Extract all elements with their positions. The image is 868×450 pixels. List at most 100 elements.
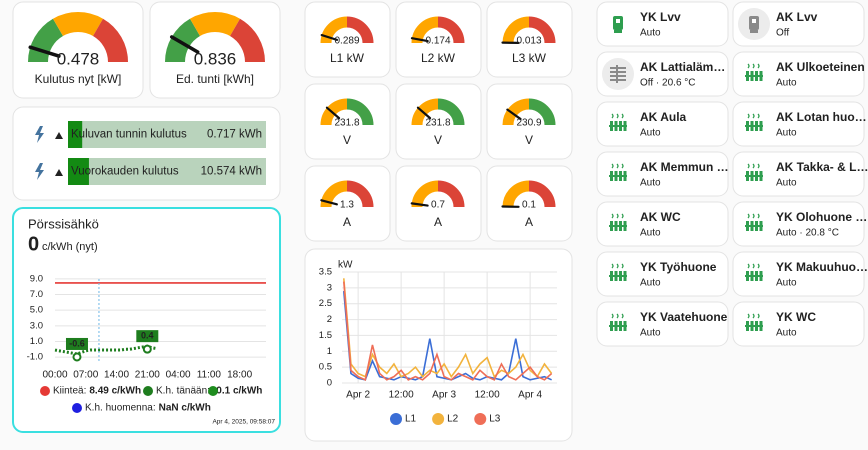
gauge-label: L3 kW bbox=[512, 51, 547, 65]
tile-name[interactable]: AK Lvv bbox=[776, 10, 818, 24]
tile-icon bbox=[757, 263, 760, 269]
gauge-segment bbox=[190, 12, 240, 37]
annotation-label: -0.6 bbox=[69, 338, 85, 348]
card-title: Pörssisähkö bbox=[28, 216, 99, 231]
gauge-label: L2 kW bbox=[421, 51, 456, 65]
gauge-segment bbox=[320, 98, 348, 126]
tile-name[interactable]: YK Vaatehuone bbox=[640, 310, 728, 324]
gauge-segment bbox=[92, 18, 128, 63]
tile-name[interactable]: YK Työhuone bbox=[640, 260, 717, 274]
gauge-segment bbox=[437, 16, 465, 44]
card[interactable] bbox=[596, 1, 729, 47]
tile-icon bbox=[747, 113, 750, 119]
tile-state[interactable]: Auto bbox=[776, 328, 797, 339]
tile-state[interactable]: Auto bbox=[640, 178, 661, 189]
y-tick-label: -1.0 bbox=[27, 352, 43, 363]
tile-state[interactable]: Auto · 20.8 °C bbox=[776, 228, 839, 239]
card[interactable] bbox=[596, 251, 729, 297]
tile-icon bbox=[616, 213, 619, 219]
card bbox=[486, 1, 573, 78]
tile-state[interactable]: Auto bbox=[640, 228, 661, 239]
gauge-label: V bbox=[525, 133, 533, 147]
tile-name[interactable]: YK WC bbox=[776, 310, 816, 324]
tile-name[interactable]: AK Aula bbox=[640, 110, 687, 124]
card[interactable] bbox=[732, 1, 865, 47]
tile-name[interactable]: AK Lattialäm… bbox=[640, 60, 725, 74]
tile-icon bbox=[611, 213, 614, 219]
tile-icon bbox=[745, 325, 763, 327]
gauge-label: Ed. tunti [kWh] bbox=[176, 72, 254, 86]
legend-swatch bbox=[390, 413, 402, 425]
tile-icon bbox=[609, 175, 627, 177]
tile-icon bbox=[757, 213, 760, 219]
tile-name[interactable]: YK Olohuone … bbox=[776, 210, 867, 224]
card[interactable] bbox=[732, 251, 865, 297]
tile-state[interactable]: Auto bbox=[640, 128, 661, 139]
tile-state[interactable]: Auto bbox=[776, 78, 797, 89]
gauge-segment bbox=[346, 16, 374, 44]
tile-icon bbox=[611, 263, 614, 269]
tile-name[interactable]: AK Takka- & L… bbox=[776, 160, 868, 174]
y-tick-label: 3.5 bbox=[319, 267, 332, 278]
tile-state[interactable]: Auto bbox=[776, 178, 797, 189]
tile-icon bbox=[757, 313, 760, 319]
tile-icon bbox=[757, 63, 760, 69]
x-tick-label: 12:00 bbox=[475, 390, 500, 401]
tile-name[interactable]: YK Makuuhuo… bbox=[776, 260, 868, 274]
card[interactable] bbox=[732, 51, 865, 97]
tile-icon bbox=[752, 313, 755, 319]
gauge-value: 0.478 bbox=[57, 49, 100, 68]
card[interactable] bbox=[596, 151, 729, 197]
tile-icon bbox=[621, 213, 624, 219]
gauge-label: V bbox=[343, 133, 351, 147]
card[interactable] bbox=[596, 301, 729, 347]
tile-name[interactable]: AK Lotan huo… bbox=[776, 110, 867, 124]
tile-icon bbox=[745, 275, 763, 277]
tile-icon bbox=[752, 113, 755, 119]
gauge-needle bbox=[169, 35, 200, 54]
gauge-needle bbox=[506, 108, 522, 121]
legend-swatch bbox=[432, 413, 445, 425]
card bbox=[395, 1, 482, 78]
tile-name[interactable]: AK WC bbox=[640, 210, 681, 224]
card[interactable] bbox=[596, 201, 729, 247]
tile-state[interactable]: Off · 20.6 °C bbox=[640, 78, 696, 89]
legend-summary: NaN c/kWh bbox=[159, 403, 211, 414]
tile-state[interactable]: Auto bbox=[776, 128, 797, 139]
tile-state[interactable]: Off bbox=[776, 28, 789, 39]
x-tick-label: 18:00 bbox=[227, 370, 252, 381]
tile-icon bbox=[616, 313, 619, 319]
gauge-needle bbox=[410, 202, 429, 207]
tile-icon bbox=[752, 19, 756, 23]
gauge-segment bbox=[346, 98, 374, 126]
gauge-value: 0.1 bbox=[522, 200, 536, 211]
tile-state[interactable]: Auto bbox=[640, 28, 661, 39]
gauge-segment bbox=[437, 180, 465, 208]
bar-fill bbox=[68, 158, 89, 185]
card[interactable] bbox=[732, 101, 865, 147]
gauge-value: 0.836 bbox=[194, 49, 237, 68]
card[interactable] bbox=[732, 201, 865, 247]
current-unit: c/kWh (nyt) bbox=[42, 241, 98, 253]
tile-name[interactable]: AK Ulkoeteinen bbox=[776, 60, 865, 74]
annotation-point bbox=[72, 352, 82, 362]
tile-icon bbox=[616, 65, 618, 83]
tile-icon bbox=[609, 275, 627, 277]
tile-state[interactable]: Auto bbox=[776, 278, 797, 289]
card[interactable] bbox=[732, 151, 865, 197]
gauge-value: 0.289 bbox=[334, 36, 359, 47]
card[interactable] bbox=[596, 51, 729, 97]
bar-name: Vuorokauden kulutus bbox=[71, 166, 179, 178]
card[interactable] bbox=[596, 101, 729, 147]
gauge-segment bbox=[528, 16, 556, 44]
card[interactable] bbox=[732, 301, 865, 347]
legend-name: L2 bbox=[447, 414, 459, 425]
tile-name[interactable]: AK Memmun … bbox=[640, 160, 729, 174]
tile-state[interactable]: Auto bbox=[640, 278, 661, 289]
tile-name[interactable]: YK Lvv bbox=[640, 10, 681, 24]
y-tick-label: 9.0 bbox=[30, 273, 43, 284]
tile-state[interactable]: Auto bbox=[640, 328, 661, 339]
x-tick-label: 04:00 bbox=[166, 370, 191, 381]
tile-icon bbox=[609, 325, 627, 327]
